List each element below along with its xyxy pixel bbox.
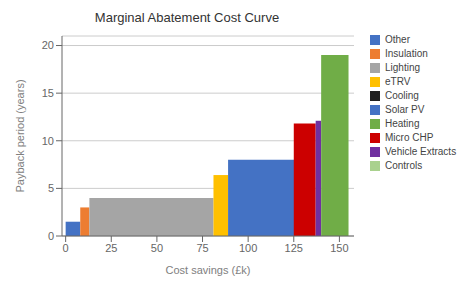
- html-text:Lighting: Lighting: [385, 62, 420, 73]
- svg-text:75: 75: [196, 242, 208, 254]
- svg-text:15: 15: [42, 87, 54, 99]
- html-text:Controls: Controls: [385, 160, 423, 171]
- svg-text:0: 0: [63, 242, 69, 254]
- html-text:Vehicle Extracts: Vehicle Extracts: [385, 146, 457, 157]
- svg-text:100: 100: [239, 242, 257, 254]
- svg-text:150: 150: [330, 242, 348, 254]
- html-text:Heating: Heating: [385, 118, 420, 129]
- svg-text:25: 25: [105, 242, 117, 254]
- svg-text:20: 20: [42, 39, 54, 51]
- html-text:Micro CHP: Micro CHP: [385, 132, 434, 143]
- svg-text:Payback period (years): Payback period (years): [14, 79, 26, 192]
- svg-text:50: 50: [151, 242, 163, 254]
- html-text:Cooling: Cooling: [385, 90, 419, 101]
- svg-text:5: 5: [48, 182, 54, 194]
- svg-text:10: 10: [42, 135, 54, 147]
- html-text:Solar PV: Solar PV: [385, 104, 425, 115]
- svg-text:125: 125: [285, 242, 303, 254]
- svg-text:0: 0: [48, 230, 54, 242]
- html-text:Marginal Abatement Cost Curve: Marginal Abatement Cost Curve: [94, 10, 280, 25]
- html-text:Insulation: Insulation: [385, 48, 428, 59]
- html-text:Other: Other: [385, 34, 410, 45]
- html-text:eTRV: eTRV: [385, 76, 411, 87]
- svg-text:Cost savings (£k): Cost savings (£k): [166, 264, 251, 276]
